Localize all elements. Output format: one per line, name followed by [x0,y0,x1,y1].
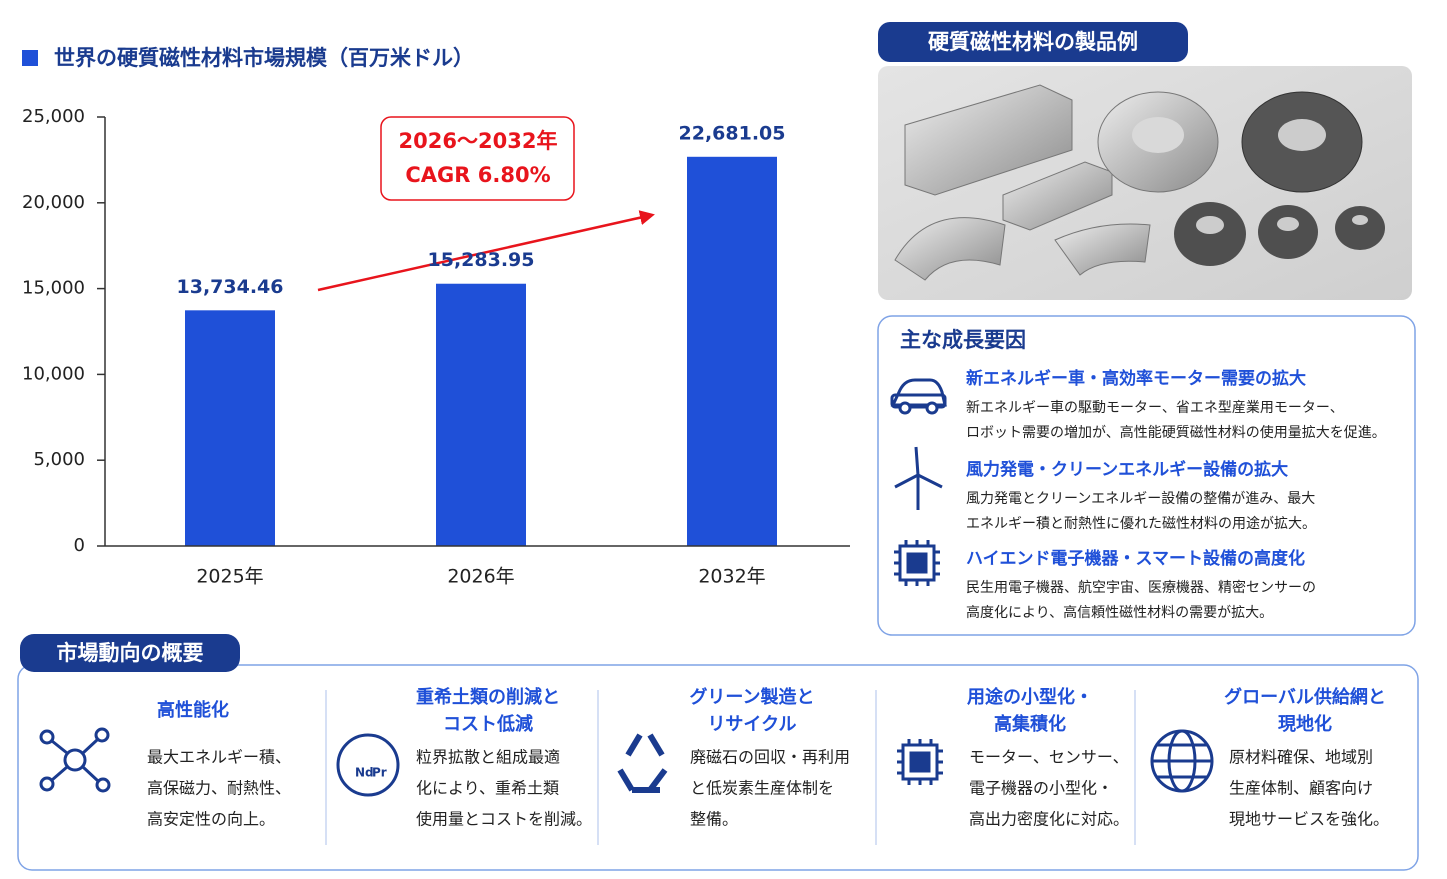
y-tick-label: 20,000 [22,192,85,213]
y-tick-label: 10,000 [22,363,85,384]
chart-title: 世界の硬質磁性材料市場規模（百万米ドル） [54,46,474,70]
divider [325,690,1136,845]
product-image [878,66,1412,300]
growth-arrow [317,210,655,292]
trend-text: 高保磁力、耐熱性、 [147,779,291,798]
annotation: CAGR 6.80% [405,163,550,187]
trend-text: 電子機器の小型化・ [969,779,1113,798]
value-label: 15,283.95 [428,249,535,271]
trend-text: 粒界拡散と組成最適 [416,748,560,767]
trend-text: 整備。 [690,810,738,829]
trend-heading: グローバル供給網と [1224,686,1386,708]
trends-box [17,664,1419,871]
title-marker [22,50,38,66]
trend-heading: 現地化 [1278,713,1332,735]
section-pill [20,634,240,672]
factor-heading: 新エネルギー車・高効率モーター需要の拡大 [966,368,1306,389]
y-tick-label: 15,000 [22,278,85,299]
trend-text: 廃磁石の回収・再利用 [690,748,850,767]
section-pill [878,22,1188,62]
icon [890,378,947,586]
y-tick-label: 0 [74,535,85,556]
bar [436,283,526,546]
bar [185,310,275,546]
annotation: 2026～2032年 [399,129,558,153]
cagr-box [380,116,575,201]
trend-heading: リサイクル [707,714,796,735]
trend-heading: グリーン製造と [689,686,814,708]
trend-text: モーター、センサー、 [969,748,1129,767]
svg-text:Pr: Pr [372,766,387,780]
trend-text: 使用量とコストを削減。 [416,810,592,829]
trend-text: 最大エネルギー積、 [147,748,291,767]
y-tick-label: 5,000 [33,449,85,470]
trend-text: 高出力密度化に対応。 [969,810,1129,829]
trend-heading: コスト低減 [443,713,533,735]
x-tick-label: 2025年 [196,566,263,588]
factor-text: ロボット需要の増加が、高性能硬質磁性材料の使用量拡大を促進。 [966,424,1386,441]
factor-text: 風力発電とクリーンエネルギー設備の整備が進み、最大 [966,491,1315,507]
trend-heading: 重希土類の削減と [416,686,560,708]
trend-text: 現地サービスを強化。 [1229,810,1389,829]
factor-heading: 風力発電・クリーンエネルギー設備の拡大 [966,459,1288,480]
bar [687,156,777,546]
trend-heading: 高集積化 [994,713,1066,735]
section-title: 硬質磁性材料の製品例 [928,30,1138,54]
x-tick-label: 2032年 [698,566,765,588]
y-tick-label: 25,000 [22,106,85,127]
trend-text: 高安定性の向上。 [147,810,275,829]
trend-text: 化により、重希土類 [416,779,559,798]
growth-box [877,315,1416,636]
factor-heading: ハイエンド電子機器・スマート設備の高度化 [966,548,1305,569]
x-tick-label: 2026年 [447,566,514,588]
trend-heading: 高性能化 [157,699,229,721]
factor-text: 民生用電子機器、航空宇宙、医療機器、精密センサーの [966,579,1316,596]
factor-text: 新エネルギー車の駆動モーター、省エネ型産業用モーター、 [966,399,1344,416]
trend-text: 生産体制、顧客向け [1229,779,1373,798]
factor-text: エネルギー積と耐熱性に優れた磁性材料の用途が拡大。 [966,515,1316,532]
trend-heading: 用途の小型化・ [967,686,1093,708]
trend-text: 原材料確保、地域別 [1229,748,1373,767]
factor-text: 高度化により、高信頼性磁性材料の需要が拡大。 [966,604,1273,621]
section-title: 主な成長要因 [900,328,1026,352]
value-label: 13,734.46 [177,276,284,298]
svg-text:Nd: Nd [355,766,374,780]
trend-text: と低炭素生産体制を [690,779,834,798]
section-title: 市場動向の概要 [57,641,204,665]
value-label: 22,681.05 [679,122,786,144]
